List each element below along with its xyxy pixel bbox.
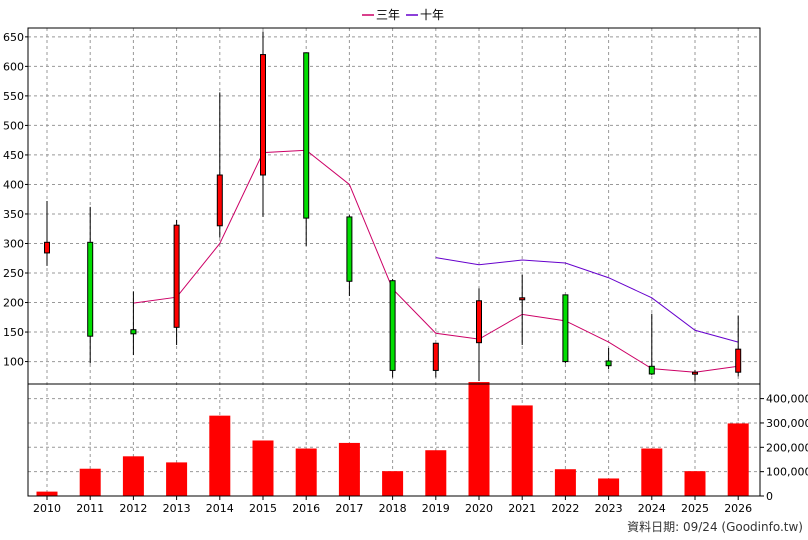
price-tick-label: 500 [3, 119, 24, 132]
price-tick-label: 250 [3, 267, 24, 280]
candle-body [648, 365, 655, 375]
volume-bar [295, 448, 317, 496]
candle-body [735, 348, 742, 373]
moving-average-lines [133, 149, 739, 373]
x-tick-label: 2022 [551, 502, 579, 515]
candle-body [216, 174, 223, 227]
candlestick [260, 31, 266, 217]
candle-body [44, 241, 50, 254]
candle-body [476, 300, 482, 344]
candlestick [692, 369, 698, 382]
volume-bar [684, 471, 706, 496]
volume-bar [598, 478, 620, 496]
price-tick-label: 350 [3, 208, 24, 221]
candlestick [346, 215, 353, 297]
candle-body [605, 360, 612, 367]
candle-body [432, 342, 439, 371]
volume-bar [554, 469, 576, 496]
candlestick [735, 315, 742, 377]
candlestick [519, 274, 526, 346]
x-tick-label: 2016 [292, 502, 320, 515]
volume-bar [209, 415, 231, 496]
candlestick [476, 288, 482, 382]
x-tick-label: 2024 [638, 502, 666, 515]
volume-tick-label: 100,000 [766, 466, 808, 479]
price-tick-label: 100 [3, 356, 24, 369]
price-tick-label: 400 [3, 178, 24, 191]
candlestick [87, 206, 94, 364]
x-tick-label: 2014 [206, 502, 234, 515]
price-tick-label: 450 [3, 149, 24, 162]
candlestick [303, 52, 310, 246]
ten-year-line [435, 257, 739, 343]
candle-body [389, 280, 396, 371]
candle-body [346, 216, 353, 282]
candle-body [519, 297, 526, 301]
volume-tick-label: 400,000 [766, 393, 808, 406]
price-tick-label: 150 [3, 326, 24, 339]
x-tick-label: 2011 [76, 502, 104, 515]
volume-bar [425, 450, 447, 496]
x-tick-label: 2019 [422, 502, 450, 515]
candlestick [216, 92, 223, 238]
volume-bar [122, 456, 144, 496]
x-tick-label: 2023 [595, 502, 623, 515]
x-tick-label: 2017 [335, 502, 363, 515]
volume-bar [338, 442, 360, 496]
price-tick-label: 600 [3, 60, 24, 73]
x-tick-label: 2026 [724, 502, 752, 515]
candle-body [303, 52, 310, 219]
price-tick-label: 200 [3, 297, 24, 310]
x-tick-label: 2018 [379, 502, 407, 515]
candlestick [562, 294, 569, 364]
volume-bar [468, 382, 490, 496]
volume-bar [641, 448, 663, 496]
volume-bars [36, 382, 749, 496]
three-year-line [133, 149, 739, 373]
x-tick-label: 2020 [465, 502, 493, 515]
x-tick-label: 2025 [681, 502, 709, 515]
candlestick [605, 347, 612, 370]
candlestick [648, 313, 655, 376]
candlestick [173, 219, 180, 346]
candle-body [87, 241, 94, 337]
volume-bar [252, 440, 274, 496]
price-tick-label: 650 [3, 31, 24, 44]
candlesticks [44, 31, 742, 382]
data-date-credit: 資料日期: 09/24 (Goodinfo.tw) [627, 520, 803, 534]
x-tick-label: 2013 [163, 502, 191, 515]
candle-body [130, 329, 137, 335]
candlestick [432, 342, 439, 378]
volume-bar [36, 491, 58, 496]
plot-frame [27, 27, 761, 497]
legend-label-three-year: 三年 [376, 8, 400, 22]
x-tick-label: 2012 [119, 502, 147, 515]
volume-bar [511, 405, 533, 496]
candlestick [130, 291, 137, 356]
candle-body [173, 224, 180, 328]
price-tick-label: 550 [3, 90, 24, 103]
price-tick-label: 300 [3, 237, 24, 250]
legend-label-ten-year: 十年 [420, 8, 444, 22]
candle-body [692, 371, 698, 375]
x-tick-label: 2010 [33, 502, 61, 515]
candlestick [44, 200, 50, 266]
volume-tick-label: 200,000 [766, 441, 808, 454]
volume-tick-label: 300,000 [766, 417, 808, 430]
volume-bar [166, 462, 188, 496]
candlestick [389, 278, 396, 378]
axes: 2010 2011 2012 2013 2014 2015 2016 2017 2018 2019… [3, 31, 808, 515]
candle-body [562, 294, 569, 363]
volume-bar [79, 468, 101, 496]
legend: 三年 十年 [362, 8, 444, 22]
volume-bar [727, 423, 749, 496]
x-tick-label: 2021 [508, 502, 536, 515]
x-tick-label: 2015 [249, 502, 277, 515]
candle-body [260, 54, 266, 176]
volume-tick-label: 0 [766, 490, 773, 503]
volume-bar [382, 471, 404, 496]
